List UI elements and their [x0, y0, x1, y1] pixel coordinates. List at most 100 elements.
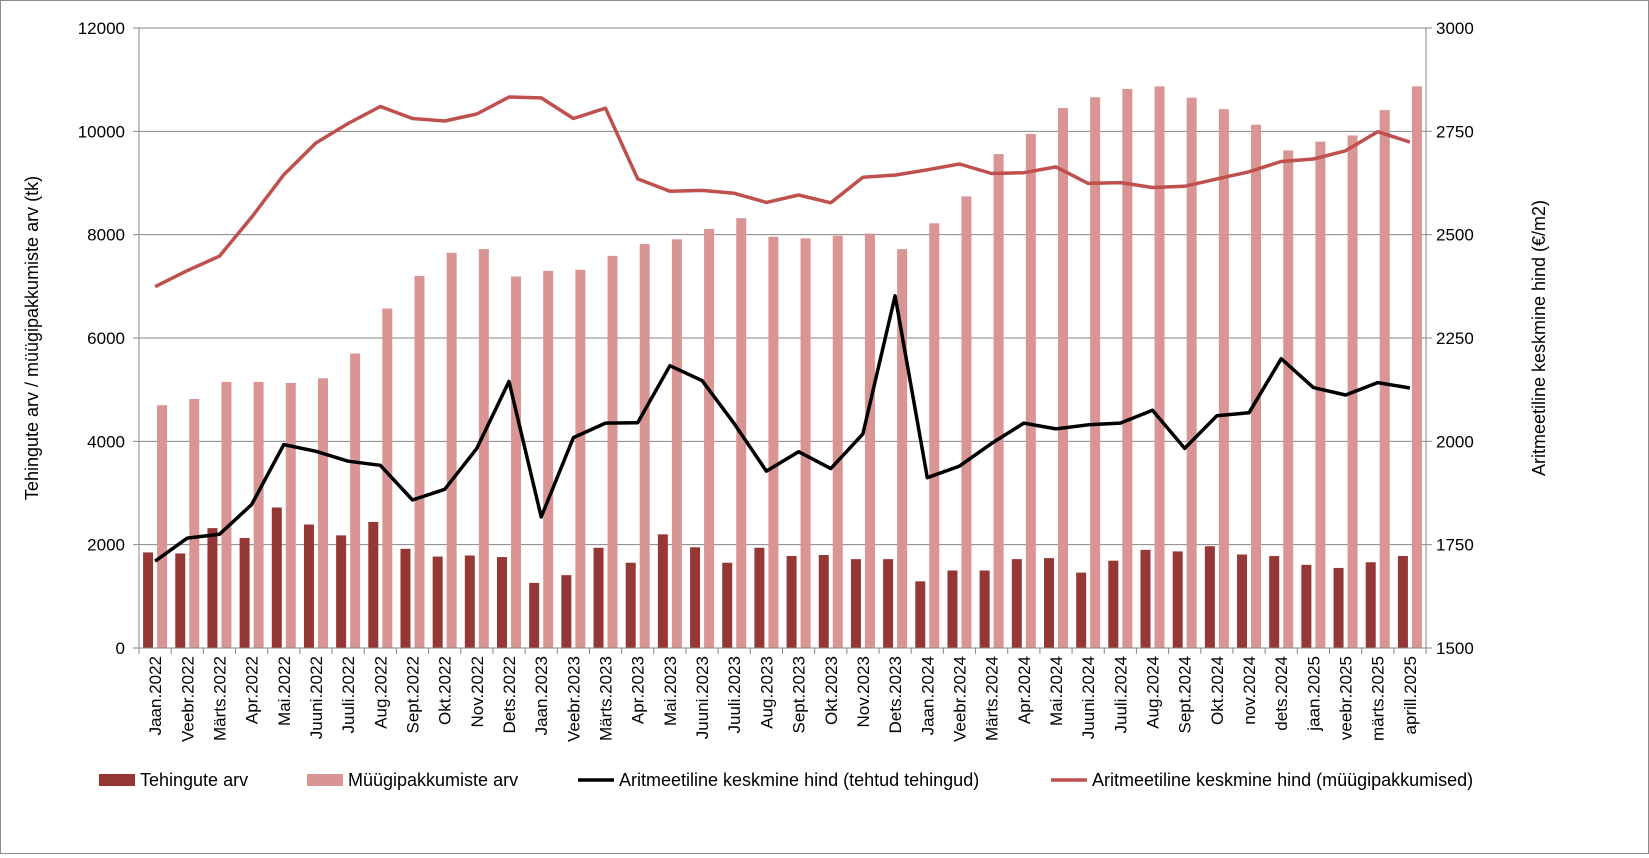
gridlines: [139, 27, 1426, 546]
right-axis-title: Aritmeetiline keskmine hind (€/m2): [1529, 200, 1549, 476]
bar-tehingute-arv: [1172, 551, 1183, 648]
left-axis-title: Tehingute arv / müügipakkumiste arv (tk): [22, 176, 42, 500]
bar-muugipakkumiste-arv: [253, 381, 264, 648]
bar-muugipakkumiste-arv: [639, 243, 650, 648]
bar-muugipakkumiste-arv: [285, 382, 296, 648]
x-tick-label: Dets.2023: [886, 656, 905, 734]
bar-muugipakkumiste-arv: [1057, 108, 1068, 649]
x-tick-label: Sept.2023: [790, 656, 809, 734]
bar-tehingute-arv: [690, 547, 701, 648]
bar-muugipakkumiste-arv: [1411, 86, 1422, 649]
bar-tehingute-arv: [175, 553, 186, 648]
bar-muugipakkumiste-arv: [382, 308, 393, 648]
bar-tehingute-arv: [722, 562, 733, 648]
bar-tehingute-arv: [400, 548, 411, 648]
x-tick-label: Aug.2023: [757, 656, 776, 729]
x-tick-label: Mai.2022: [275, 656, 294, 726]
bar-muugipakkumiste-arv: [1025, 133, 1036, 648]
bar-series: [143, 86, 1422, 649]
bar-muugipakkumiste-arv: [993, 154, 1004, 649]
bar-muugipakkumiste-arv: [671, 239, 682, 649]
bar-tehingute-arv: [1269, 556, 1280, 648]
bar-muugipakkumiste-arv: [864, 233, 875, 648]
x-tick-label: Jaan.2024: [918, 656, 937, 735]
bar-muugipakkumiste-arv: [189, 398, 200, 648]
bar-muugipakkumiste-arv: [1154, 86, 1165, 649]
bar-muugipakkumiste-arv: [575, 269, 586, 648]
legend-label: Aritmeetiline keskmine hind (tehtud tehi…: [619, 770, 979, 790]
bar-tehingute-arv: [1043, 558, 1054, 648]
bar-tehingute-arv: [915, 581, 926, 648]
bar-tehingute-arv: [561, 575, 572, 648]
bar-muugipakkumiste-arv: [221, 381, 232, 648]
bar-muugipakkumiste-arv: [1186, 97, 1197, 648]
bar-tehingute-arv: [239, 537, 250, 648]
x-tick-label: Juuli.2022: [339, 656, 358, 734]
x-tick-label: Okt.2023: [822, 656, 841, 725]
bar-muugipakkumiste-arv: [929, 223, 940, 649]
bar-muugipakkumiste-arv: [897, 249, 908, 648]
bar-tehingute-arv: [1076, 572, 1087, 648]
left-tick-label: 4000: [87, 432, 125, 451]
x-tick-label: Juuli.2024: [1111, 656, 1130, 734]
bar-muugipakkumiste-arv: [832, 235, 843, 648]
bar-tehingute-arv: [497, 557, 508, 648]
left-tick-label: 10000: [78, 122, 125, 141]
x-tick-label: dets.2024: [1272, 656, 1291, 731]
right-tick-label: 3000: [1436, 19, 1474, 38]
bar-muugipakkumiste-arv: [1283, 150, 1294, 648]
bar-muugipakkumiste-arv: [961, 196, 972, 648]
bar-muugipakkumiste-arv: [1218, 109, 1229, 648]
bar-muugipakkumiste-arv: [511, 276, 522, 648]
bar-tehingute-arv: [1140, 549, 1151, 648]
x-tick-label: Aug.2024: [1144, 656, 1163, 729]
bar-tehingute-arv: [593, 547, 604, 648]
bar-tehingute-arv: [883, 559, 894, 648]
bar-muugipakkumiste-arv: [350, 353, 361, 648]
bar-tehingute-arv: [271, 507, 282, 648]
x-tick-label: Dets.2022: [500, 656, 519, 734]
bar-muugipakkumiste-arv: [768, 236, 779, 648]
x-tick-label: Mai.2023: [661, 656, 680, 726]
bar-tehingute-arv: [1397, 556, 1408, 648]
legend-label: Müügipakkumiste arv: [348, 770, 518, 790]
left-tick-label: 6000: [87, 329, 125, 348]
bar-tehingute-arv: [464, 555, 475, 648]
x-tick-label: Märts.2022: [210, 656, 229, 741]
bar-tehingute-arv: [1011, 559, 1022, 648]
x-tick-label: Nov.2023: [854, 656, 873, 728]
x-tick-label: märts.2025: [1369, 656, 1388, 741]
left-tick-label: 12000: [78, 19, 125, 38]
bar-tehingute-arv: [625, 562, 636, 648]
x-tick-label: Apr.2023: [629, 656, 648, 724]
bar-tehingute-arv: [529, 582, 540, 648]
x-tick-label: Aug.2022: [371, 656, 390, 729]
x-tick-label: Jaan.2022: [146, 656, 165, 735]
bar-tehingute-arv: [786, 556, 797, 648]
left-tick-label: 0: [116, 639, 125, 658]
bar-tehingute-arv: [754, 547, 765, 648]
x-tick-label: Mai.2024: [1047, 656, 1066, 726]
bar-muugipakkumiste-arv: [1090, 97, 1101, 648]
bar-muugipakkumiste-arv: [1122, 88, 1133, 648]
x-axis-ticks: Jaan.2022 Veebr.2022 Märts.2022 Apr.2022 Mai…: [138, 648, 1427, 742]
legend-label: Tehingute arv: [140, 770, 248, 790]
bar-muugipakkumiste-arv: [1315, 141, 1326, 648]
bar-muugipakkumiste-arv: [607, 255, 618, 648]
x-tick-label: Juuni.2024: [1079, 656, 1098, 739]
x-tick-label: Juuli.2023: [725, 656, 744, 734]
left-tick-label: 8000: [87, 226, 125, 245]
x-tick-label: Veebr.2024: [950, 656, 969, 742]
line-series: [154, 95, 1411, 563]
right-tick-label: 1750: [1436, 536, 1474, 555]
bar-tehingute-arv: [850, 559, 861, 648]
x-tick-label: Juuni.2022: [307, 656, 326, 739]
line-keskmine-hind-tehingud: [154, 294, 1411, 563]
bar-muugipakkumiste-arv: [317, 378, 328, 648]
x-tick-label: Jaan.2023: [532, 656, 551, 735]
x-tick-label: Märts.2024: [983, 656, 1002, 741]
left-axis-ticks: 0 2000 4000 6000 8000 10000 12000: [78, 19, 139, 658]
legend-swatch: [99, 774, 135, 786]
x-tick-label: veebr.2025: [1337, 656, 1356, 740]
